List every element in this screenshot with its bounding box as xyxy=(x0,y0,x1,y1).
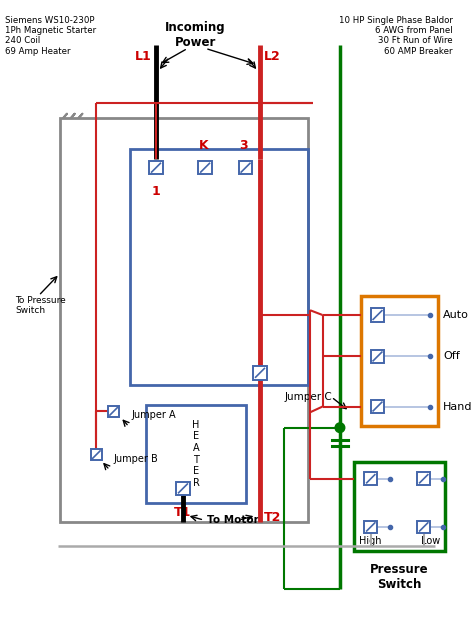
Bar xyxy=(199,161,212,174)
Text: T1: T1 xyxy=(174,506,191,519)
Bar xyxy=(176,482,190,495)
Bar xyxy=(355,463,445,551)
Bar xyxy=(365,473,377,485)
Text: Incoming
Power: Incoming Power xyxy=(165,21,226,49)
Bar xyxy=(361,296,438,426)
Text: 1: 1 xyxy=(152,185,160,198)
Bar xyxy=(418,473,430,485)
Text: Jumper A: Jumper A xyxy=(131,410,175,420)
Bar xyxy=(149,161,163,174)
Text: Auto: Auto xyxy=(443,310,469,320)
Text: Pressure
Switch: Pressure Switch xyxy=(370,562,429,590)
Text: To Pressure
Switch: To Pressure Switch xyxy=(16,296,66,315)
Bar xyxy=(108,406,119,417)
Text: H
E
A
T
E
R: H E A T E R xyxy=(192,420,200,488)
Text: 10 HP Single Phase Baldor
6 AWG from Panel
30 Ft Run of Wire
60 AMP Breaker: 10 HP Single Phase Baldor 6 AWG from Pan… xyxy=(339,16,453,56)
Text: L2: L2 xyxy=(264,51,281,63)
Bar xyxy=(91,449,102,461)
Text: Jumper B: Jumper B xyxy=(114,454,158,463)
Bar xyxy=(365,521,377,533)
Circle shape xyxy=(335,423,345,432)
Text: Jumper C: Jumper C xyxy=(284,392,332,402)
Bar xyxy=(130,149,308,386)
Bar xyxy=(371,308,384,322)
Bar xyxy=(371,349,384,363)
Bar xyxy=(146,404,246,503)
Text: L1: L1 xyxy=(135,51,151,63)
Text: Siemens WS10-230P
1Ph Magnetic Starter
240 Coil
69 Amp Heater: Siemens WS10-230P 1Ph Magnetic Starter 2… xyxy=(5,16,96,56)
Text: 3: 3 xyxy=(239,139,248,152)
Bar xyxy=(253,366,267,380)
Bar xyxy=(239,161,252,174)
Text: High: High xyxy=(359,536,382,546)
Text: To Motor: To Motor xyxy=(207,515,259,525)
Text: Off: Off xyxy=(443,351,460,362)
Bar xyxy=(371,400,384,413)
Bar xyxy=(418,521,430,533)
Text: T2: T2 xyxy=(264,511,281,523)
Text: Low: Low xyxy=(421,536,440,546)
Text: Hand: Hand xyxy=(443,401,473,411)
Text: K: K xyxy=(199,139,208,152)
Bar xyxy=(60,118,308,522)
